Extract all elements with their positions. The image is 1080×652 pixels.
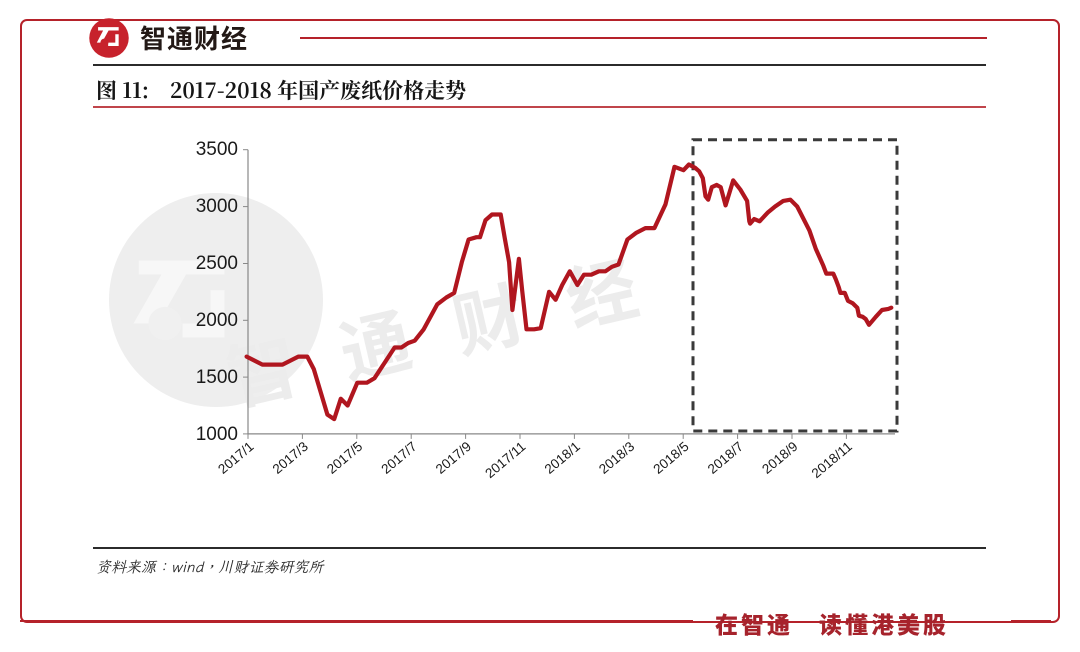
svg-text:2018/5: 2018/5 bbox=[650, 439, 691, 477]
svg-text:2018/9: 2018/9 bbox=[759, 439, 800, 477]
svg-text:1500: 1500 bbox=[196, 367, 238, 388]
svg-text:1000: 1000 bbox=[196, 424, 238, 445]
svg-text:2017/11: 2017/11 bbox=[482, 439, 528, 481]
svg-text:2017/9: 2017/9 bbox=[433, 439, 474, 477]
svg-text:2018/7: 2018/7 bbox=[705, 439, 746, 477]
svg-text:2017/7: 2017/7 bbox=[378, 439, 419, 477]
svg-text:2018/3: 2018/3 bbox=[596, 439, 637, 477]
svg-text:2017/5: 2017/5 bbox=[324, 439, 365, 477]
svg-text:2018/1: 2018/1 bbox=[542, 439, 583, 477]
svg-text:2018/11: 2018/11 bbox=[809, 439, 855, 481]
svg-text:2017/3: 2017/3 bbox=[270, 439, 311, 477]
svg-text:2000: 2000 bbox=[196, 310, 238, 331]
svg-text:3000: 3000 bbox=[196, 196, 238, 217]
svg-text:3500: 3500 bbox=[196, 139, 238, 160]
svg-text:2500: 2500 bbox=[196, 253, 238, 274]
